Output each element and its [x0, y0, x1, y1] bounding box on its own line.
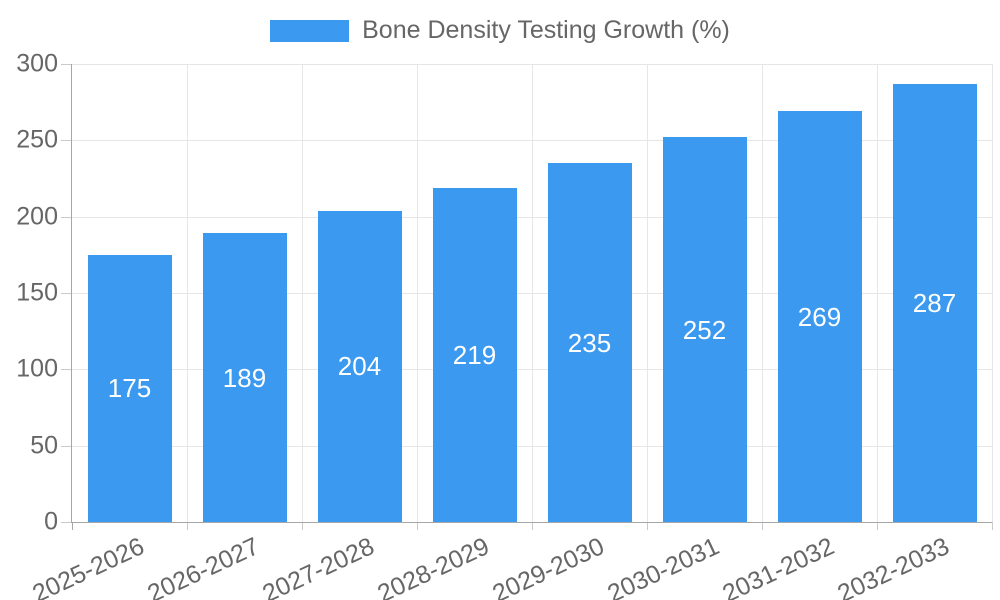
y-tick-mark — [61, 445, 71, 447]
x-gridline — [187, 64, 188, 522]
y-axis-tick-label: 250 — [16, 125, 58, 154]
x-tick-mark — [187, 522, 188, 530]
bar[interactable]: 235 — [547, 163, 632, 522]
x-tick-mark — [72, 522, 73, 530]
y-axis-line — [71, 64, 72, 522]
chart-legend[interactable]: Bone Density Testing Growth (%) — [0, 18, 1000, 43]
x-tick-mark — [877, 522, 878, 530]
bar-value-label: 287 — [912, 287, 957, 318]
bar[interactable]: 287 — [892, 83, 977, 522]
y-tick-mark — [61, 522, 71, 523]
x-axis-tick-label: 2030-2031 — [603, 532, 724, 600]
y-tick-mark — [61, 293, 71, 294]
y-axis-tick-label: 150 — [16, 278, 58, 307]
y-tick-mark — [61, 64, 71, 65]
x-tick-mark — [532, 522, 533, 530]
bar[interactable]: 219 — [432, 187, 517, 522]
x-tick-mark — [647, 522, 648, 530]
legend-swatch-icon[interactable] — [270, 19, 350, 42]
x-tick-mark — [302, 522, 303, 530]
bar-value-label: 204 — [337, 351, 382, 382]
bar[interactable]: 204 — [317, 210, 402, 522]
bar[interactable]: 175 — [87, 254, 172, 522]
y-tick-mark — [61, 216, 71, 218]
bar-value-label: 252 — [682, 314, 727, 345]
x-axis-tick-label: 2032-2033 — [833, 532, 954, 600]
y-axis-tick-label: 50 — [30, 431, 58, 460]
bar-value-label: 189 — [222, 362, 267, 393]
y-tick-mark — [61, 369, 71, 371]
x-gridline — [647, 64, 648, 522]
bar-value-label: 269 — [797, 301, 842, 332]
bar-value-label: 175 — [107, 373, 152, 404]
y-tick-mark — [61, 140, 71, 142]
x-axis-tick-label: 2026-2027 — [143, 532, 264, 600]
x-axis-tick-label: 2028-2029 — [373, 532, 494, 600]
x-gridline — [417, 64, 418, 522]
y-axis-tick-label: 200 — [16, 202, 58, 231]
bar[interactable]: 269 — [777, 111, 862, 522]
x-gridline — [532, 64, 533, 522]
y-axis-tick-label: 0 — [44, 507, 58, 536]
y-axis-tick-label: 100 — [16, 354, 58, 383]
bar-value-label: 219 — [452, 339, 497, 370]
x-gridline — [992, 64, 993, 522]
x-tick-mark — [417, 522, 418, 530]
plot-area: 0 50 100 150 200 250 300 175 189 204 219 235 252 269 2… — [16, 51, 993, 600]
bar-value-label: 235 — [567, 327, 612, 358]
x-tick-mark — [992, 522, 993, 530]
x-axis-tick-label: 2025-2026 — [28, 532, 149, 600]
x-gridline — [762, 64, 763, 522]
x-axis-line — [71, 522, 992, 523]
x-axis-tick-label: 2027-2028 — [258, 532, 379, 600]
y-axis-tick-label: 300 — [16, 49, 58, 78]
x-axis-tick-label: 2031-2032 — [718, 532, 839, 600]
bar[interactable]: 252 — [662, 137, 747, 522]
x-axis-tick-label: 2029-2030 — [488, 532, 609, 600]
x-tick-mark — [762, 522, 763, 530]
bar[interactable]: 189 — [202, 233, 287, 522]
x-gridline — [302, 64, 303, 522]
legend-label[interactable]: Bone Density Testing Growth (%) — [362, 16, 730, 44]
x-gridline — [877, 64, 878, 522]
